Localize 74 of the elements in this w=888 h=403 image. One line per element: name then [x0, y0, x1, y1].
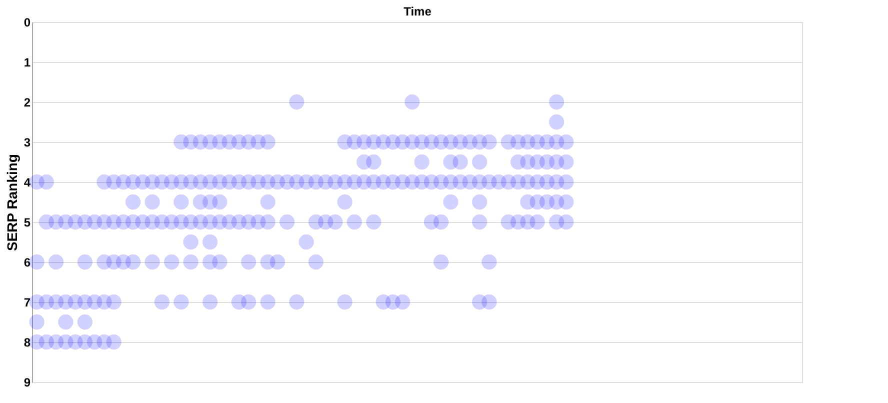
- point: [298, 234, 314, 250]
- point: [125, 254, 141, 270]
- point: [289, 94, 304, 110]
- point: [414, 154, 430, 170]
- point: [558, 214, 574, 230]
- point: [260, 194, 276, 210]
- point: [366, 154, 382, 170]
- point: [77, 254, 93, 270]
- point: [154, 294, 170, 310]
- point: [337, 194, 352, 210]
- point: [366, 214, 382, 230]
- point: [260, 134, 276, 150]
- point: [482, 254, 497, 270]
- point: [58, 314, 74, 330]
- point: [558, 134, 574, 150]
- y-tick-label: 7: [24, 296, 31, 310]
- point: [212, 254, 228, 270]
- point: [240, 254, 256, 270]
- point: [548, 94, 564, 110]
- x-axis-title: Time: [404, 4, 432, 18]
- point: [106, 334, 122, 350]
- point: [29, 314, 44, 330]
- point: [260, 214, 276, 230]
- point: [472, 194, 488, 210]
- point: [558, 154, 574, 170]
- point: [164, 254, 180, 270]
- point: [433, 254, 449, 270]
- point: [452, 154, 468, 170]
- point: [404, 94, 420, 110]
- point: [346, 214, 362, 230]
- point: [530, 214, 545, 230]
- y-tick-label: 6: [24, 256, 31, 270]
- point: [433, 214, 449, 230]
- point: [202, 234, 218, 250]
- point: [212, 194, 228, 210]
- point: [328, 214, 343, 230]
- point: [443, 194, 458, 210]
- point: [558, 194, 574, 210]
- point: [482, 294, 497, 310]
- y-tick-label: 4: [24, 176, 31, 190]
- point: [144, 194, 160, 210]
- point: [174, 194, 189, 210]
- point: [472, 154, 488, 170]
- point: [183, 234, 198, 250]
- y-tick-label: 5: [24, 216, 31, 230]
- point: [308, 254, 324, 270]
- point: [289, 294, 304, 310]
- point: [558, 174, 574, 190]
- point: [77, 314, 93, 330]
- point: [472, 214, 488, 230]
- y-axis-title: SERP Ranking: [4, 154, 20, 251]
- point: [48, 254, 64, 270]
- point: [106, 294, 122, 310]
- point: [202, 294, 218, 310]
- point: [125, 194, 141, 210]
- y-tick-label: 8: [24, 336, 31, 350]
- point: [394, 294, 410, 310]
- point: [174, 294, 189, 310]
- point: [144, 254, 160, 270]
- point: [279, 214, 295, 230]
- point: [548, 114, 564, 130]
- point: [337, 294, 352, 310]
- point: [183, 254, 198, 270]
- point: [270, 254, 286, 270]
- point: [482, 134, 497, 150]
- y-tick-label: 0: [24, 16, 31, 30]
- point: [240, 294, 256, 310]
- point: [38, 174, 54, 190]
- y-tick-label: 2: [24, 96, 31, 110]
- y-tick-label: 1: [24, 56, 31, 70]
- y-tick-label: 3: [24, 136, 31, 150]
- point: [29, 254, 44, 270]
- y-tick-label: 9: [24, 376, 31, 390]
- point: [260, 294, 276, 310]
